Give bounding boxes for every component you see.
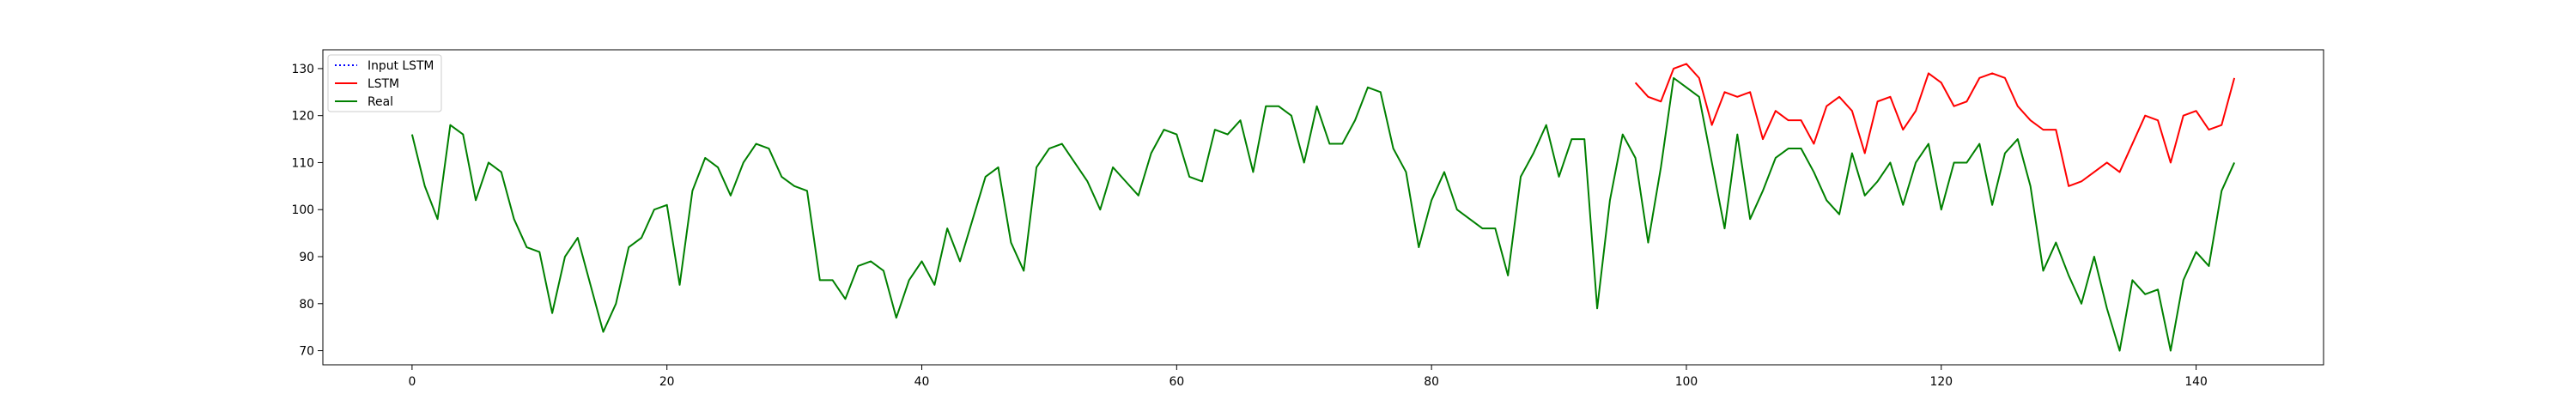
- y-tick-label: 90: [299, 251, 314, 264]
- x-tick-label: 100: [1675, 375, 1698, 389]
- legend: Input LSTM LSTM Real: [327, 54, 442, 112]
- series-layer: [410, 63, 2236, 352]
- plot-area: [323, 50, 2324, 365]
- series-line-real: [410, 76, 2236, 352]
- x-tick-label: 40: [914, 375, 930, 389]
- y-tick-label: 110: [291, 156, 314, 170]
- legend-label-real: Real: [368, 95, 393, 109]
- legend-label-input-lstm: Input LSTM: [368, 59, 434, 73]
- legend-label-lstm: LSTM: [368, 77, 399, 91]
- x-tick-label: 140: [2184, 375, 2208, 389]
- series-line-lstm: [1634, 63, 2236, 187]
- y-tick-label: 80: [299, 298, 314, 312]
- y-tick-label: 130: [291, 63, 314, 76]
- legend-box: [327, 54, 442, 112]
- x-tick-label: 80: [1424, 375, 1439, 389]
- y-tick-label: 100: [291, 203, 314, 217]
- y-tick-label: 120: [291, 110, 314, 124]
- x-tick-label: 120: [1930, 375, 1953, 389]
- plot-frame: [322, 49, 2324, 366]
- axis-layer: 0 20 40 60 80 100 120 140 70 80 90 100 110 120 130: [291, 63, 2207, 389]
- x-tick-label: 0: [408, 375, 416, 389]
- x-tick-label: 60: [1169, 375, 1184, 389]
- x-tick-label: 20: [659, 375, 675, 389]
- y-tick-label: 70: [299, 345, 314, 359]
